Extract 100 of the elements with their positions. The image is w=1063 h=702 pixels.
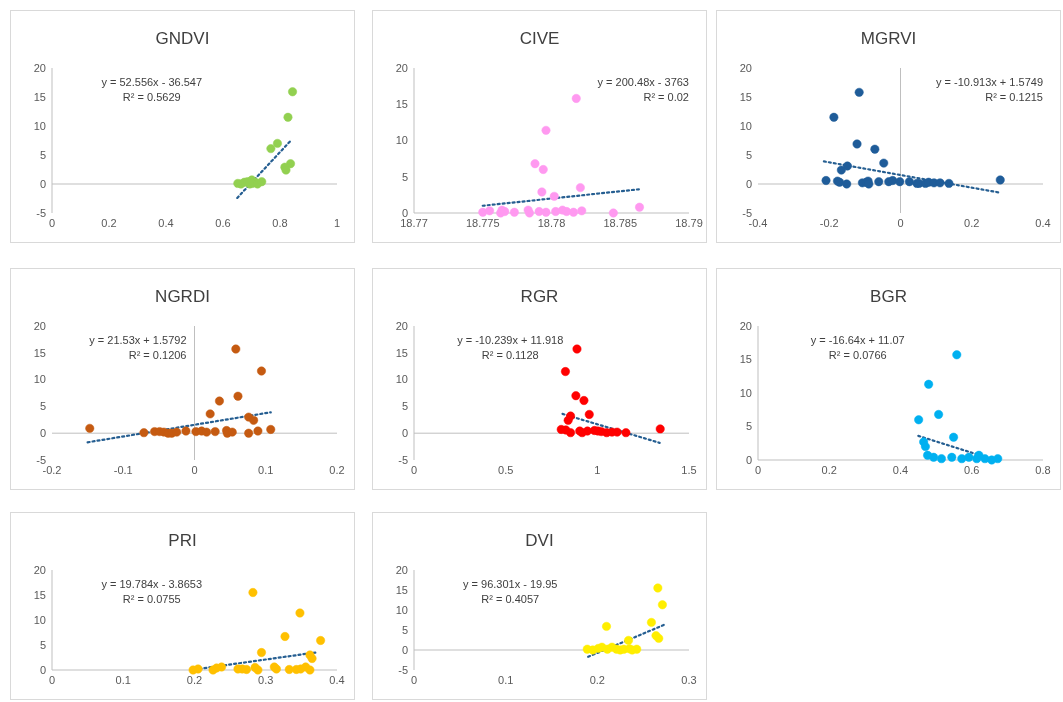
annotation: y = 96.301x - 19.95	[463, 578, 558, 590]
chart-title: RGR	[520, 287, 559, 306]
x-tick-label: 18.79	[675, 217, 703, 229]
x-tick-label: 0.8	[1035, 464, 1051, 476]
y-tick-label: 10	[739, 386, 752, 399]
y-tick-label: 20	[739, 319, 752, 332]
annotation: R² = 0.0755	[122, 593, 181, 605]
annotation: y = 21.53x + 1.5792	[89, 334, 187, 346]
y-tick-label: 5	[401, 623, 408, 636]
y-tick-label: 5	[39, 400, 46, 413]
x-tick-label: 0.4	[329, 674, 345, 686]
y-tick-label: 10	[395, 134, 408, 147]
y-tick-label: 5	[39, 148, 46, 161]
y-tick-label: 0	[745, 177, 752, 190]
x-tick-label: 18.77	[400, 217, 428, 229]
y-tick-label: 0	[39, 427, 46, 440]
y-tick-label: 20	[33, 319, 46, 332]
x-tick-label: -0.2	[42, 464, 62, 476]
x-tick-label: 0.2	[101, 217, 117, 229]
x-tick-label: 0.1	[258, 464, 274, 476]
y-tick-label: 0	[401, 643, 408, 656]
annotation: R² = 0.1128	[481, 349, 539, 361]
y-tick-label: 20	[33, 563, 46, 576]
y-tick-label: 0	[39, 177, 46, 190]
y-tick-label: 15	[739, 353, 752, 366]
x-tick-label: 18.785	[603, 217, 638, 229]
x-tick-label: 0.2	[186, 674, 203, 686]
x-tick-label: 0	[754, 464, 762, 476]
x-tick-label: 0.2	[589, 674, 605, 686]
y-tick-label: 20	[395, 61, 408, 74]
y-tick-label: -5	[398, 663, 408, 676]
chart-title: BGR	[870, 287, 907, 306]
y-tick-label: -5	[36, 206, 46, 219]
x-tick-label: 0.4	[158, 217, 174, 229]
annotation: y = -10.239x + 11.918	[457, 334, 564, 346]
y-tick-label: 0	[401, 206, 408, 219]
chart-title: NGRDI	[155, 287, 210, 306]
annotation: R² = 0.1215	[985, 91, 1043, 103]
annotation: y = -16.64x + 11.07	[810, 334, 905, 346]
y-tick-label: 10	[739, 119, 752, 132]
x-tick-label: 0.1	[498, 674, 514, 686]
x-tick-label: 0.2	[964, 217, 980, 229]
y-tick-label: -5	[742, 206, 752, 219]
y-tick-label: 10	[395, 373, 408, 386]
x-tick-label: 0	[897, 217, 904, 229]
y-tick-label: 10	[33, 373, 46, 386]
y-tick-label: 15	[395, 346, 408, 359]
x-tick-label: 0.3	[681, 674, 697, 686]
y-tick-label: 20	[739, 61, 752, 74]
y-tick-label: 10	[33, 613, 46, 626]
x-tick-label: -0.1	[113, 464, 133, 476]
y-tick-label: 5	[401, 400, 408, 413]
x-tick-label: 0.4	[892, 464, 909, 476]
y-tick-label: 0	[745, 453, 752, 466]
x-tick-label: 0.6	[964, 464, 980, 476]
x-tick-label: 0.3	[258, 674, 274, 686]
x-tick-label: 1	[333, 217, 341, 229]
x-tick-label: 1.5	[681, 464, 697, 476]
y-tick-label: 5	[745, 420, 752, 433]
chart-title: DVI	[525, 531, 554, 550]
y-tick-label: -5	[398, 453, 408, 466]
y-tick-label: 20	[395, 563, 408, 576]
y-tick-label: 20	[33, 61, 46, 74]
annotation: R² = 0.0766	[828, 349, 887, 361]
y-tick-label: 15	[395, 583, 408, 596]
y-tick-label: -5	[36, 453, 46, 466]
x-tick-label: 0.1	[115, 674, 131, 686]
y-tick-label: 5	[401, 170, 408, 183]
x-tick-label: -0.4	[748, 217, 768, 229]
y-tick-label: 0	[39, 663, 46, 676]
annotation: R² = 0.4057	[481, 593, 540, 605]
annotation: y = 200.48x - 3763	[597, 76, 689, 88]
annotation: y = 52.556x - 36.547	[101, 76, 203, 88]
y-tick-label: 15	[395, 98, 408, 111]
x-tick-label: 0	[410, 674, 418, 686]
x-tick-label: 18.78	[537, 217, 566, 229]
x-tick-label: 0	[48, 674, 56, 686]
y-tick-label: 15	[33, 90, 46, 103]
x-tick-label: 18.775	[465, 217, 500, 229]
y-tick-label: 20	[395, 319, 408, 332]
y-tick-label: 15	[33, 346, 46, 359]
x-tick-label: 0.2	[329, 464, 345, 476]
x-tick-label: 0.4	[1035, 217, 1051, 229]
annotation: R² = 0.1206	[128, 349, 187, 361]
y-tick-label: 10	[395, 603, 408, 616]
y-tick-label: 5	[745, 148, 752, 161]
chart-title: GNDVI	[155, 29, 210, 48]
x-tick-label: -0.2	[819, 217, 839, 229]
chart-title: MGRVI	[860, 29, 917, 48]
x-tick-label: 0	[48, 217, 56, 229]
y-tick-label: 15	[33, 588, 46, 601]
annotation: R² = 0.5629	[122, 91, 181, 103]
x-tick-label: 1	[594, 464, 601, 476]
x-tick-label: 0	[191, 464, 198, 476]
x-tick-label: 0.6	[215, 217, 231, 229]
y-tick-label: 0	[401, 427, 408, 440]
y-tick-label: 10	[33, 119, 46, 132]
annotation: y = -10.913x + 1.5749	[935, 76, 1043, 88]
chart-title: PRI	[168, 531, 197, 550]
x-tick-label: 0	[410, 464, 418, 476]
